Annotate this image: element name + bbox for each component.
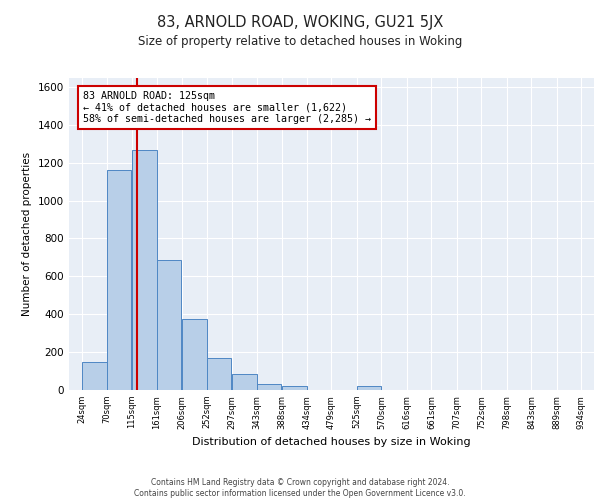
Bar bbox=[357, 386, 382, 390]
Text: 83, ARNOLD ROAD, WOKING, GU21 5JX: 83, ARNOLD ROAD, WOKING, GU21 5JX bbox=[157, 15, 443, 30]
Bar bbox=[281, 386, 307, 390]
Text: 83 ARNOLD ROAD: 125sqm
← 41% of detached houses are smaller (1,622)
58% of semi-: 83 ARNOLD ROAD: 125sqm ← 41% of detached… bbox=[83, 91, 371, 124]
Text: Size of property relative to detached houses in Woking: Size of property relative to detached ho… bbox=[138, 35, 462, 48]
X-axis label: Distribution of detached houses by size in Woking: Distribution of detached houses by size … bbox=[192, 437, 471, 447]
Text: Contains HM Land Registry data © Crown copyright and database right 2024.
Contai: Contains HM Land Registry data © Crown c… bbox=[134, 478, 466, 498]
Bar bbox=[107, 170, 131, 390]
Bar bbox=[232, 374, 257, 390]
Bar bbox=[82, 362, 107, 390]
Bar bbox=[182, 319, 207, 390]
Bar bbox=[257, 384, 281, 390]
Y-axis label: Number of detached properties: Number of detached properties bbox=[22, 152, 32, 316]
Bar bbox=[207, 358, 232, 390]
Bar bbox=[132, 150, 157, 390]
Bar bbox=[157, 260, 181, 390]
